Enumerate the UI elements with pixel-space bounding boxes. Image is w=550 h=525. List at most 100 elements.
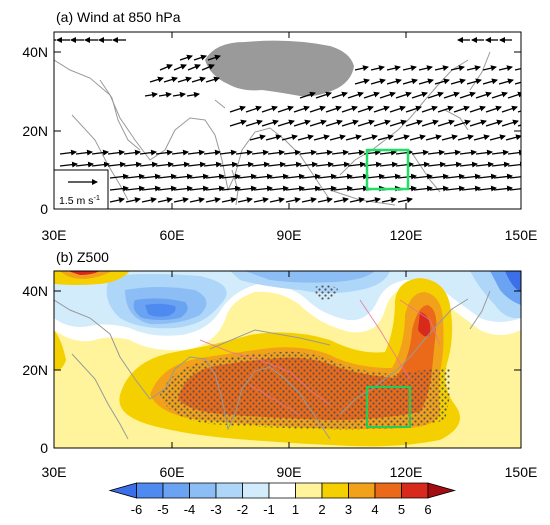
wind-vector — [285, 173, 305, 180]
wind-vector — [491, 149, 509, 156]
panel-b-title: (b) Z500 — [56, 249, 109, 265]
wind-vector — [205, 173, 225, 180]
wind-vector — [221, 197, 237, 203]
wind-vector — [373, 105, 390, 113]
panel-a-xtick: 90E — [277, 227, 302, 243]
wind-vector — [317, 197, 333, 203]
wind-vector — [361, 134, 378, 141]
wind-vectors — [54, 37, 521, 203]
wind-vector — [157, 185, 177, 192]
wind-vector — [402, 78, 418, 85]
wind-vector — [331, 91, 348, 99]
wind-vector — [405, 119, 423, 127]
wind-vector — [283, 161, 302, 168]
colorbar-swatch — [401, 482, 429, 499]
wind-vector — [317, 173, 337, 180]
wind-vector — [514, 67, 521, 71]
wind-vector — [205, 185, 225, 192]
wind-vector — [173, 197, 189, 203]
colorbar-swatch — [427, 482, 456, 499]
wind-vector — [498, 65, 513, 72]
wind-vector — [91, 161, 110, 168]
wind-vector — [469, 105, 486, 113]
wind-vector — [125, 197, 141, 203]
panel-a-xtick: 30E — [42, 227, 67, 243]
wind-vector — [235, 161, 254, 168]
wind-vector — [461, 185, 481, 192]
wind-vector — [75, 149, 93, 156]
colorbar-swatch — [162, 482, 190, 499]
wind-vector — [354, 65, 369, 72]
wind-vector — [393, 134, 410, 141]
wind-vector — [469, 119, 487, 127]
wind-vector — [363, 91, 380, 99]
colorbar-label: 3 — [345, 502, 352, 517]
wind-vector — [509, 188, 521, 191]
wind-vector — [379, 149, 397, 156]
wind-vector — [427, 161, 446, 168]
panel-b-ytick: 40N — [22, 283, 48, 299]
wind-vector — [434, 78, 450, 85]
wind-vector — [203, 161, 222, 168]
colorbar-label: 4 — [371, 502, 378, 517]
wind-vector — [173, 185, 193, 192]
wind-vector — [171, 149, 189, 156]
wind-vector — [347, 91, 364, 99]
wind-vector — [297, 134, 314, 141]
wind-vector — [281, 134, 298, 141]
wind-vector — [466, 65, 481, 72]
colorbar-label: 5 — [398, 502, 405, 517]
wind-vector — [191, 76, 206, 83]
wind-vector — [277, 119, 295, 127]
wind-vector — [207, 54, 221, 61]
wind-vector — [389, 105, 406, 113]
wind-vector — [221, 185, 241, 192]
colorbar-swatch — [242, 482, 270, 499]
wind-vector — [159, 64, 173, 71]
wind-vector — [237, 197, 253, 203]
wind-vector — [501, 119, 519, 127]
wind-vector — [309, 105, 326, 113]
wind-vector — [425, 134, 442, 141]
wind-vector — [485, 105, 502, 113]
wind-vector — [157, 197, 173, 203]
wind-vector — [507, 161, 521, 168]
wind-vector — [437, 119, 455, 127]
wind-vector — [397, 197, 413, 203]
wind-vector — [205, 76, 220, 83]
wind-vector — [107, 149, 125, 156]
wind-vector — [509, 176, 521, 179]
wind-vector — [453, 119, 471, 127]
wind-vector — [429, 185, 449, 192]
wind-vector — [299, 161, 318, 168]
wind-vector — [491, 161, 510, 168]
colorbar-swatch — [348, 482, 376, 499]
wind-vector — [123, 161, 142, 168]
wind-vector — [466, 78, 482, 85]
significance-stippling — [160, 351, 451, 430]
wind-vector — [155, 149, 173, 156]
panel-a: (a) Wind at 850 hPa — [22, 9, 537, 243]
wind-vector — [315, 149, 333, 156]
colorbar-label: -4 — [184, 502, 196, 517]
wind-vector — [331, 149, 349, 156]
wind-vector — [203, 149, 221, 156]
wind-vector — [421, 105, 438, 113]
wind-vector — [189, 185, 209, 192]
wind-vector — [283, 149, 301, 156]
wind-vector — [365, 197, 381, 203]
wind-vector — [75, 161, 94, 168]
region-box-a — [365, 148, 410, 191]
wind-vector — [386, 65, 401, 72]
wind-vector — [144, 91, 158, 98]
wind-vector — [381, 197, 397, 203]
colorbar-label: 6 — [424, 502, 431, 517]
wind-vector — [443, 91, 460, 99]
wind-vector — [443, 161, 462, 168]
wind-vector — [405, 105, 422, 113]
wind-vector — [381, 173, 401, 180]
wind-vector — [189, 173, 209, 180]
wind-vector — [309, 119, 327, 127]
wind-vector — [365, 173, 385, 180]
